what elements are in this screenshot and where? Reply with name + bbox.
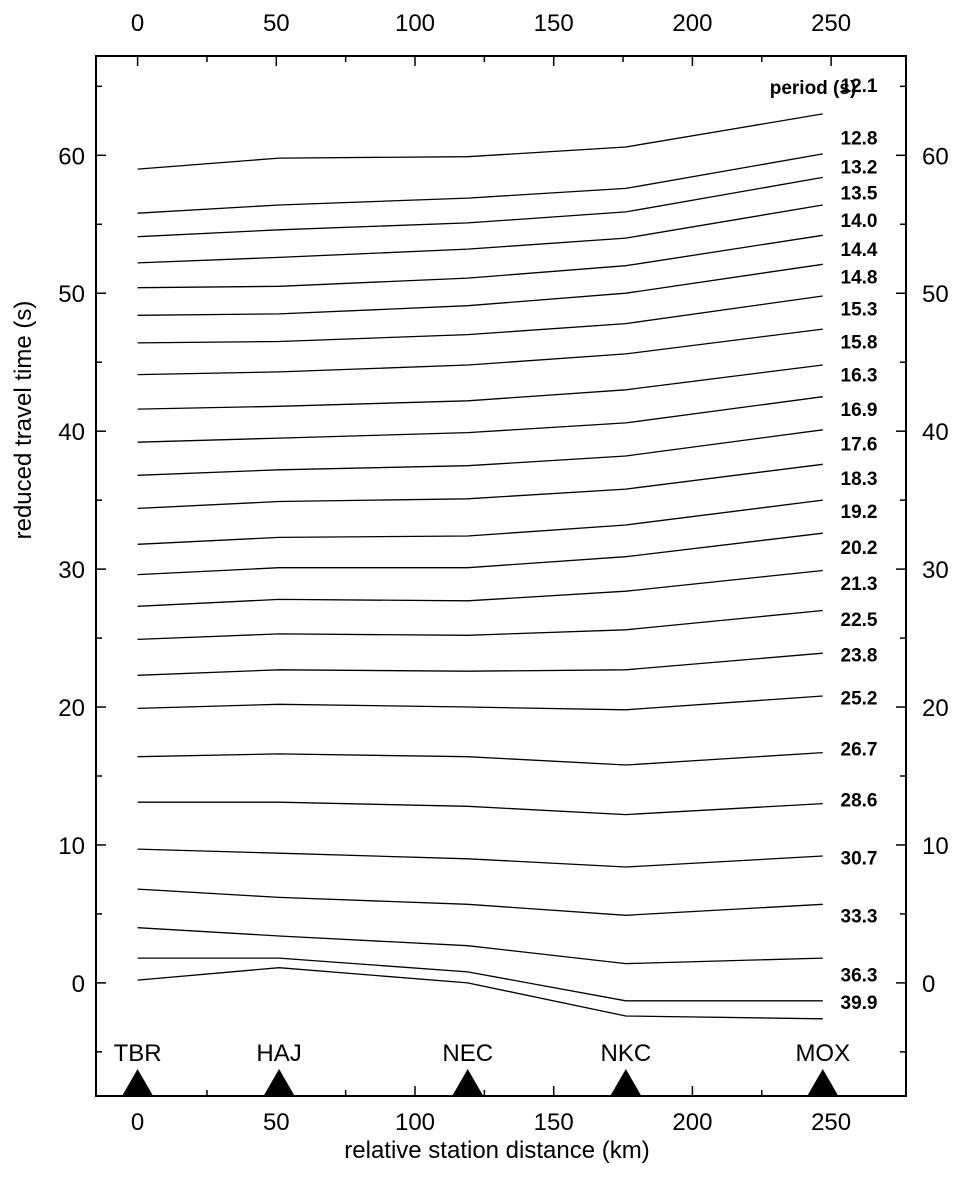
- series-line-14.4: [137, 263, 823, 316]
- station-label: NKC: [600, 1040, 651, 1067]
- period-label: 14.0: [841, 211, 878, 232]
- x-tick-label-bottom: 0: [131, 1109, 144, 1136]
- series-line-23.8: [137, 695, 823, 711]
- series-line-15.3: [137, 328, 823, 376]
- y-tick-label-left: 0: [72, 971, 85, 998]
- x-tick-label-bottom: 150: [534, 1109, 574, 1136]
- y-tick-label-left: 40: [58, 419, 85, 446]
- period-label: 23.8: [841, 646, 878, 667]
- y-tick-label-right: 50: [922, 281, 949, 308]
- station-triangle-icon: [452, 1069, 483, 1095]
- y-tick-label-right: 60: [922, 143, 949, 170]
- series-line-14.8: [137, 295, 823, 344]
- period-label: 36.3: [841, 966, 878, 987]
- series-line-19.2: [137, 532, 823, 576]
- x-tick-label-top: 250: [811, 10, 851, 37]
- x-tick-label-top: 150: [534, 10, 574, 37]
- y-tick-label-right: 20: [922, 695, 949, 722]
- period-label: 28.6: [841, 790, 878, 811]
- x-tick-label-top: 200: [672, 10, 712, 37]
- period-label: 22.5: [841, 610, 878, 631]
- station-markers: TBR HAJ NEC NKC MOX: [114, 1040, 850, 1095]
- y-axis-title: reduced travel time (s): [10, 301, 37, 540]
- series-line-22.5: [137, 652, 823, 676]
- period-label: 12.8: [841, 128, 878, 149]
- period-label: 21.3: [841, 574, 878, 595]
- period-label: 16.3: [841, 366, 878, 387]
- period-labels: 12.1 12.8 13.2 13.5 14.0 14.4 14.8 15.3 15.8 16.3…: [841, 76, 878, 1014]
- series-line-15.8: [137, 364, 823, 410]
- series-line-13.2: [137, 176, 823, 238]
- period-label: 33.3: [841, 906, 878, 927]
- series-line-13.5: [137, 204, 823, 264]
- period-label: 16.9: [841, 400, 878, 421]
- series-lines: [137, 113, 823, 1020]
- x-axis-title: relative station distance (km): [344, 1137, 649, 1164]
- period-label: 14.8: [841, 268, 878, 289]
- series-line-20.2: [137, 569, 823, 607]
- y-tick-label-left: 50: [58, 281, 85, 308]
- series-line-16.3: [137, 396, 823, 443]
- x-tick-label-top: 100: [395, 10, 435, 37]
- station-triangle-icon: [122, 1069, 153, 1095]
- period-label: 15.8: [841, 333, 878, 354]
- x-tick-label-top: 0: [131, 10, 144, 37]
- legend-title: period (s): [770, 78, 857, 99]
- series-line-25.2: [137, 751, 823, 766]
- x-axis-ticks: 0 0 50 50 100 100 150 150 200 200 250 250: [131, 10, 851, 1136]
- period-label: 13.5: [841, 184, 878, 205]
- y-tick-label-right: 40: [922, 419, 949, 446]
- series-line-26.7: [137, 801, 823, 816]
- series-line-28.6: [137, 848, 823, 868]
- series-line-16.9: [137, 429, 823, 476]
- y-tick-label-left: 10: [58, 833, 85, 860]
- series-line-12.1: [137, 113, 823, 170]
- station-triangle-icon: [610, 1069, 641, 1095]
- period-label: 18.3: [841, 469, 878, 490]
- series-line-36.3: [137, 957, 823, 1002]
- station-label: TBR: [114, 1040, 162, 1067]
- period-label: 39.9: [841, 993, 878, 1014]
- station-label: NEC: [442, 1040, 493, 1067]
- x-tick-label-bottom: 200: [672, 1109, 712, 1136]
- y-axis-ticks: 0 10 20 30 40 50 60 0 10 20 30 40 50 60: [58, 85, 949, 1053]
- period-label: 14.4: [841, 240, 878, 261]
- period-label: 30.7: [841, 848, 878, 869]
- x-tick-label-bottom: 100: [395, 1109, 435, 1136]
- series-line-12.8: [137, 153, 823, 214]
- station-label: MOX: [795, 1040, 850, 1067]
- series-line-21.3: [137, 609, 823, 641]
- period-label: 17.6: [841, 435, 878, 456]
- series-line-33.3: [137, 927, 823, 965]
- y-tick-label-right: 0: [922, 971, 935, 998]
- y-tick-label-left: 30: [58, 557, 85, 584]
- period-label: 26.7: [841, 739, 878, 760]
- x-tick-label-bottom: 50: [263, 1109, 290, 1136]
- y-tick-label-right: 10: [922, 833, 949, 860]
- station-label: HAJ: [256, 1040, 301, 1067]
- period-label: 12.1: [841, 76, 878, 97]
- series-line-30.7: [137, 888, 823, 916]
- y-tick-label-left: 20: [58, 695, 85, 722]
- y-tick-label-right: 30: [922, 557, 949, 584]
- period-label: 25.2: [841, 688, 878, 709]
- period-label: 19.2: [841, 502, 878, 523]
- x-tick-label-bottom: 250: [811, 1109, 851, 1136]
- period-label: 15.3: [841, 299, 878, 320]
- period-label: 20.2: [841, 538, 878, 559]
- plot-frame: [95, 55, 907, 1097]
- x-tick-label-top: 50: [263, 10, 290, 37]
- series-line-18.3: [137, 499, 823, 545]
- station-triangle-icon: [807, 1069, 838, 1095]
- period-label: 13.2: [841, 157, 878, 178]
- series-line-39.9: [137, 967, 823, 1020]
- series-line-14.0: [137, 234, 823, 289]
- series-line-17.6: [137, 463, 823, 510]
- station-triangle-icon: [264, 1069, 295, 1095]
- y-tick-label-left: 60: [58, 143, 85, 170]
